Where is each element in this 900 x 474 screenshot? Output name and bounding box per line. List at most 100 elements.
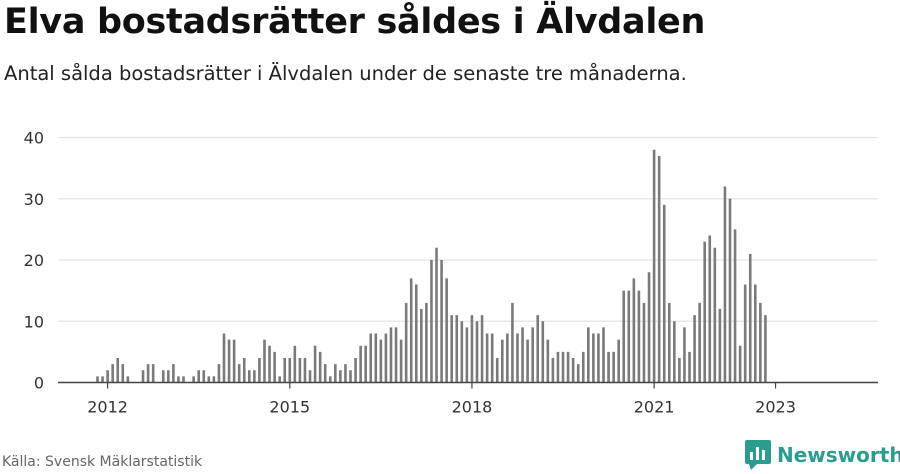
bar — [268, 345, 271, 383]
bar — [430, 260, 433, 383]
bar — [541, 321, 545, 383]
bar — [374, 333, 378, 383]
bar — [536, 315, 540, 383]
bar — [450, 315, 453, 383]
bar — [561, 351, 565, 383]
bar — [232, 339, 236, 383]
bar — [759, 302, 762, 383]
bar — [298, 358, 302, 383]
bar — [328, 376, 332, 383]
bar — [146, 364, 150, 383]
bar — [318, 351, 322, 383]
bar — [364, 345, 367, 383]
bar — [384, 333, 388, 383]
bar — [738, 345, 742, 383]
source-note: Källa: Svensk Mäklarstatistik — [2, 454, 203, 470]
x-tick-label: 2018 — [452, 398, 493, 417]
bar — [490, 333, 494, 383]
bar — [323, 364, 327, 383]
bar — [531, 327, 534, 383]
bar — [394, 327, 398, 383]
x-tick-label: 2021 — [634, 398, 675, 417]
bar — [409, 278, 413, 383]
bar — [212, 376, 216, 383]
bar — [389, 327, 393, 383]
bar — [369, 333, 373, 383]
bar — [288, 358, 292, 383]
bar — [602, 327, 605, 383]
x-tick-label: 2023 — [755, 398, 796, 417]
bar — [485, 333, 489, 383]
bar — [440, 260, 443, 383]
brand-name: Newsworthy — [777, 443, 900, 467]
bar — [177, 376, 180, 383]
bar — [207, 376, 211, 383]
bar — [683, 327, 686, 383]
bar — [617, 339, 620, 383]
bar — [293, 345, 297, 383]
bar — [698, 302, 701, 383]
x-tick-label: 2015 — [269, 398, 310, 417]
bar — [308, 370, 312, 383]
chart-title: Elva bostadsrätter såldes i Älvdalen — [4, 2, 706, 42]
bar — [303, 358, 307, 383]
bar — [632, 278, 636, 383]
bar — [581, 351, 585, 383]
bar — [425, 302, 428, 383]
bar — [718, 309, 722, 383]
bar — [754, 284, 757, 383]
bar — [708, 235, 712, 383]
bar — [465, 327, 469, 383]
bar — [728, 198, 732, 383]
bar — [313, 345, 317, 383]
bar — [435, 247, 438, 383]
bar — [511, 302, 514, 383]
brand-logo: Newsworthy — [745, 440, 900, 470]
bar — [678, 358, 681, 383]
bar — [637, 290, 641, 383]
bar — [344, 364, 347, 383]
bar — [182, 376, 185, 383]
bar — [106, 370, 109, 383]
bar — [521, 327, 524, 383]
bar — [723, 186, 727, 383]
bar — [237, 364, 241, 383]
bar — [399, 339, 403, 383]
bar — [657, 155, 661, 383]
bar — [556, 351, 560, 383]
bar — [445, 278, 448, 383]
bar — [501, 339, 504, 383]
bar — [516, 333, 519, 383]
bar — [334, 364, 337, 383]
bar — [248, 370, 251, 383]
bar — [597, 333, 600, 383]
bar — [662, 204, 666, 383]
bar — [354, 358, 357, 383]
bar — [693, 315, 696, 383]
bar — [197, 370, 200, 383]
bar — [475, 321, 479, 383]
bar — [227, 339, 231, 383]
bar — [151, 364, 155, 383]
bar — [359, 345, 362, 383]
bar — [349, 370, 352, 383]
bar — [622, 290, 626, 383]
bar — [172, 364, 175, 383]
y-tick-label: 40 — [24, 129, 44, 148]
x-axis — [58, 381, 878, 389]
bar — [101, 376, 104, 383]
bar — [733, 229, 737, 383]
bar — [111, 364, 114, 383]
bar — [748, 253, 752, 383]
bar — [526, 339, 529, 383]
y-tick-label: 30 — [24, 190, 44, 209]
bar — [713, 247, 717, 383]
bar — [495, 358, 499, 383]
bar — [647, 272, 651, 383]
bar — [192, 376, 195, 383]
bar — [202, 370, 206, 383]
chart-subtitle: Antal sålda bostadsrätter i Älvdalen und… — [4, 62, 687, 85]
tick-labels: 0 10 20 30 40 11 2012 2015 2018 2021 2023 — [24, 110, 796, 417]
bar — [688, 351, 691, 383]
bar — [571, 358, 575, 383]
